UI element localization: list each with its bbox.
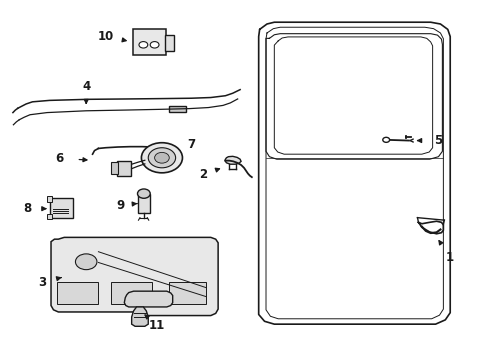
Text: 10: 10 xyxy=(98,30,114,43)
Bar xyxy=(111,282,152,304)
Bar xyxy=(111,162,118,174)
Text: 2: 2 xyxy=(199,168,208,181)
Bar xyxy=(138,194,150,213)
Bar xyxy=(117,161,131,176)
Bar xyxy=(57,282,98,304)
Circle shape xyxy=(150,41,159,48)
Bar xyxy=(47,214,52,219)
Text: 5: 5 xyxy=(434,134,442,147)
Text: 6: 6 xyxy=(55,152,63,165)
Polygon shape xyxy=(51,237,218,316)
Circle shape xyxy=(139,41,148,48)
Text: 3: 3 xyxy=(38,276,46,289)
Bar xyxy=(47,197,52,202)
Circle shape xyxy=(138,189,150,198)
Bar xyxy=(169,107,186,112)
Bar xyxy=(49,198,73,218)
Bar xyxy=(133,30,166,55)
Polygon shape xyxy=(225,156,241,164)
Circle shape xyxy=(155,152,169,163)
Text: 11: 11 xyxy=(149,319,165,332)
Text: 9: 9 xyxy=(116,199,124,212)
Bar xyxy=(169,282,206,304)
Text: 4: 4 xyxy=(82,80,90,93)
Circle shape xyxy=(148,148,175,168)
Polygon shape xyxy=(132,307,148,326)
Circle shape xyxy=(383,137,390,142)
Text: 1: 1 xyxy=(446,251,454,264)
Text: 8: 8 xyxy=(24,202,32,215)
Bar xyxy=(165,35,173,51)
Polygon shape xyxy=(124,291,172,307)
Text: 7: 7 xyxy=(187,138,196,150)
Circle shape xyxy=(142,143,182,173)
Circle shape xyxy=(75,254,97,270)
